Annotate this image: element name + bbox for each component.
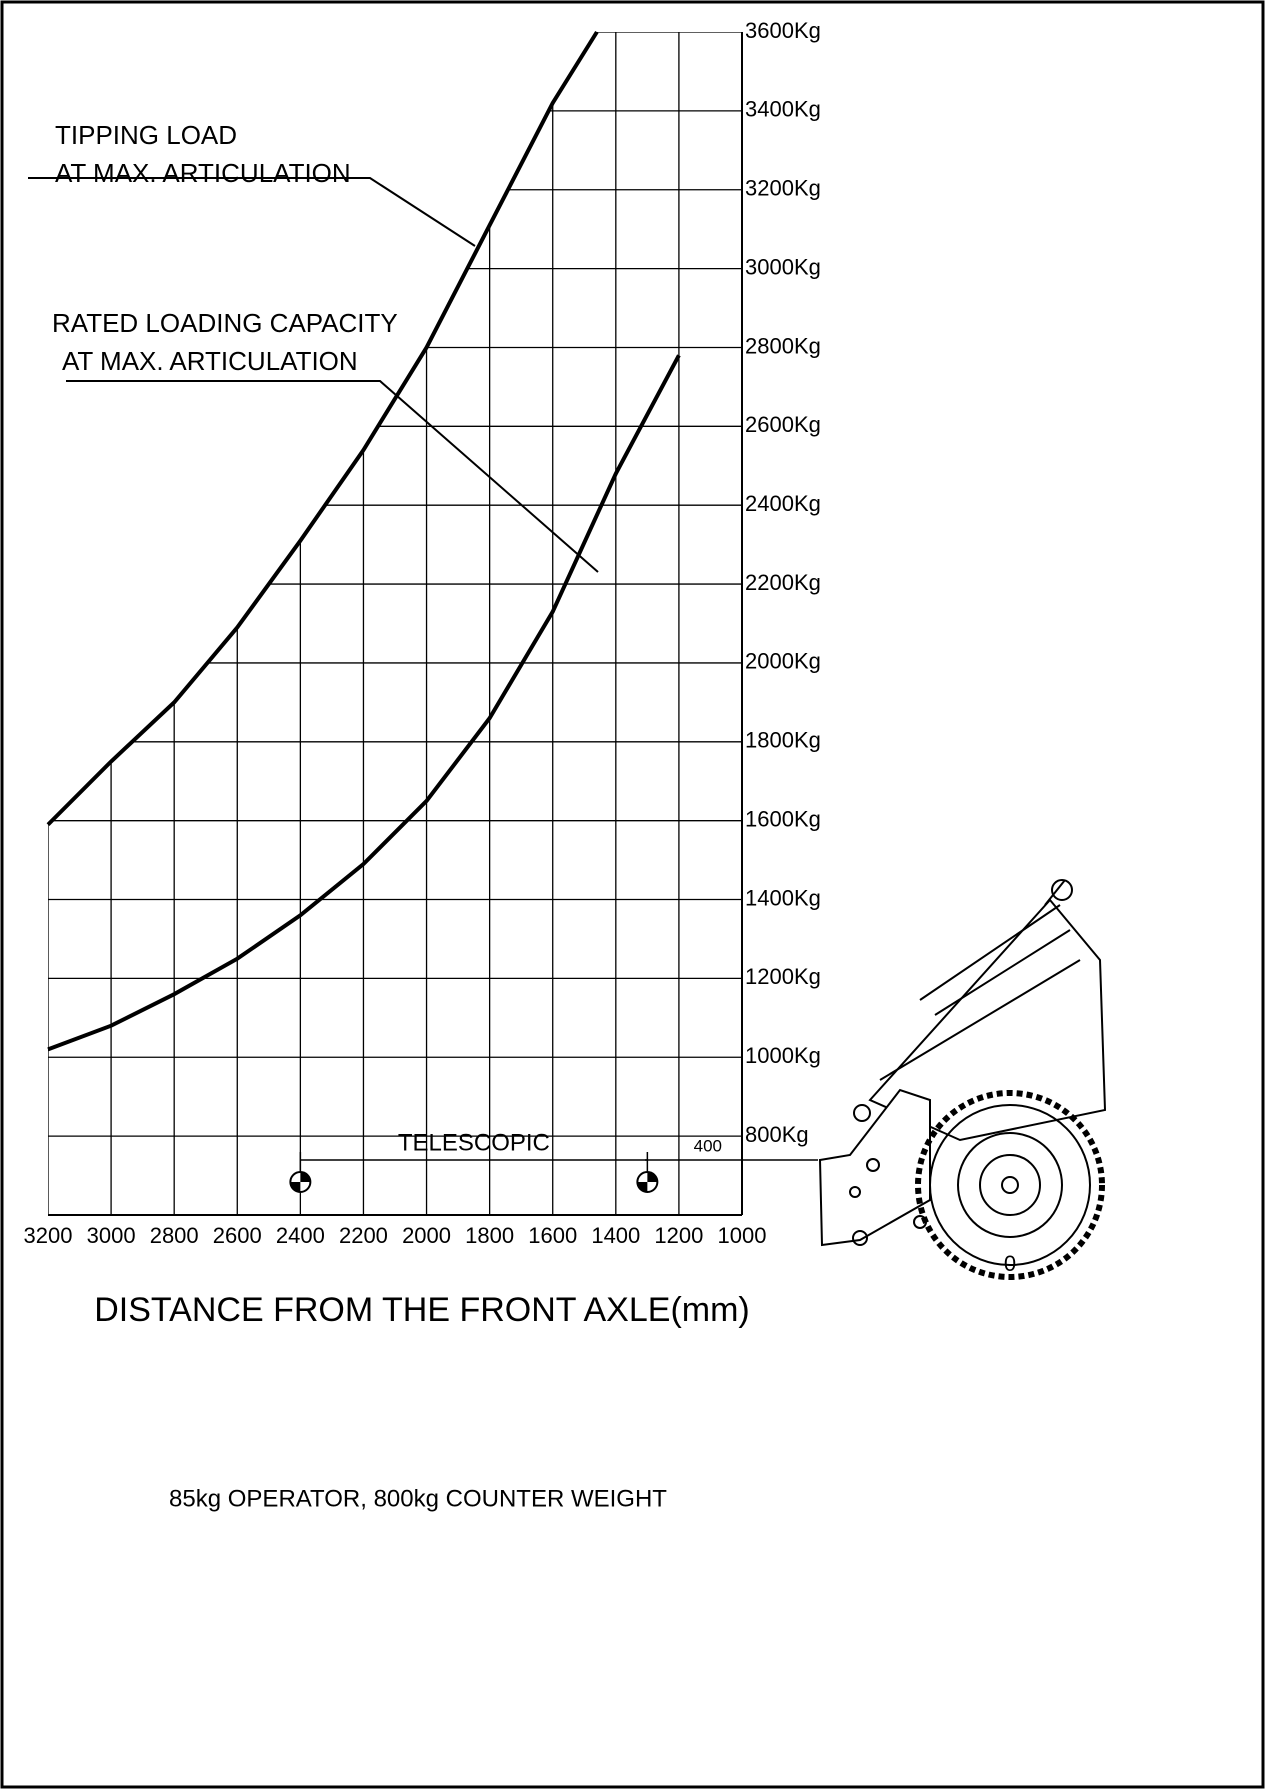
x-tick-label: 2000 [402,1223,451,1248]
series-label: AT MAX. ARTICULATION [55,158,351,188]
y-tick-label: 2200Kg [745,570,821,595]
curve [48,32,597,825]
leader-line [28,178,475,246]
x-tick-label: 2200 [339,1223,388,1248]
y-tick-label: 2000Kg [745,649,821,674]
y-tick-label: 1600Kg [745,806,821,831]
x-tick-label: 1400 [591,1223,640,1248]
telescopic-label: TELESCOPIC [398,1129,550,1156]
axle-label: 0 [1004,1251,1016,1276]
chart: DISTANCE FROM THE FRONT AXLE(mm) 85kg OP… [0,0,1265,1789]
y-tick-label: 2600Kg [745,412,821,437]
x-tick-label: 1600 [528,1223,577,1248]
y-tick-label: 3400Kg [745,97,821,122]
x-axis-label: DISTANCE FROM THE FRONT AXLE(mm) [94,1291,749,1329]
series-label: RATED LOADING CAPACITY [52,308,398,338]
y-tick-label: 2400Kg [745,491,821,516]
y-tick-label: 3600Kg [745,18,821,43]
x-tick-label: 1000 [718,1223,767,1248]
y-tick-label: 2800Kg [745,333,821,358]
x-tick-label: 2400 [276,1223,325,1248]
y-tick-label: 3200Kg [745,176,821,201]
series-label: AT MAX. ARTICULATION [62,346,358,376]
x-tick-label: 2800 [150,1223,199,1248]
y-tick-label: 800Kg [745,1122,809,1147]
y-tick-label: 1800Kg [745,728,821,753]
y-tick-label: 3000Kg [745,254,821,279]
x-tick-label: 3000 [87,1223,136,1248]
y-tick-label: 1400Kg [745,885,821,910]
x-tick-label: 2600 [213,1223,262,1248]
x-tick-label: 1200 [654,1223,703,1248]
x-tick-label: 1800 [465,1223,514,1248]
offset-label: 400 [694,1136,722,1155]
center-of-gravity [290,1152,310,1192]
y-tick-label: 1200Kg [745,964,821,989]
frame [2,2,1263,1787]
series-label: TIPPING LOAD [55,120,237,150]
leader-line [66,381,598,572]
center-of-gravity [637,1152,657,1192]
grid [48,32,742,1215]
footer-note: 85kg OPERATOR, 800kg COUNTER WEIGHT [169,1485,667,1512]
x-tick-label: 3200 [24,1223,73,1248]
y-tick-label: 1000Kg [745,1043,821,1068]
tractor-drawing [820,880,1105,1277]
